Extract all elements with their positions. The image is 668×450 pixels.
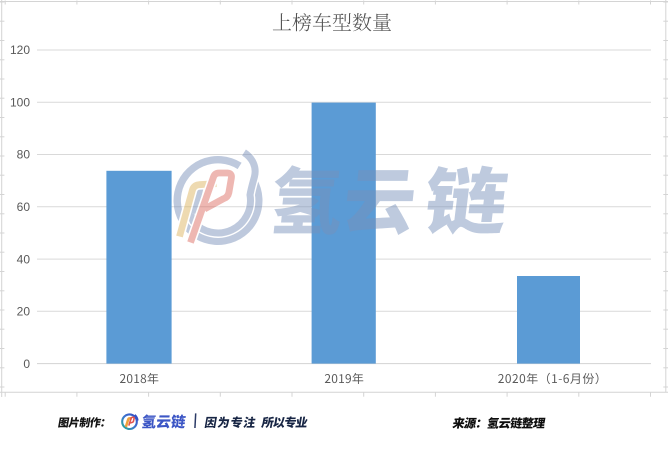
svg-text:20: 20	[17, 305, 31, 319]
svg-text:0: 0	[23, 357, 30, 371]
svg-text:120: 120	[10, 43, 30, 57]
svg-text:100: 100	[10, 96, 30, 110]
svg-text:80: 80	[17, 148, 31, 162]
svg-text:60: 60	[17, 200, 31, 214]
svg-text:40: 40	[17, 252, 31, 266]
